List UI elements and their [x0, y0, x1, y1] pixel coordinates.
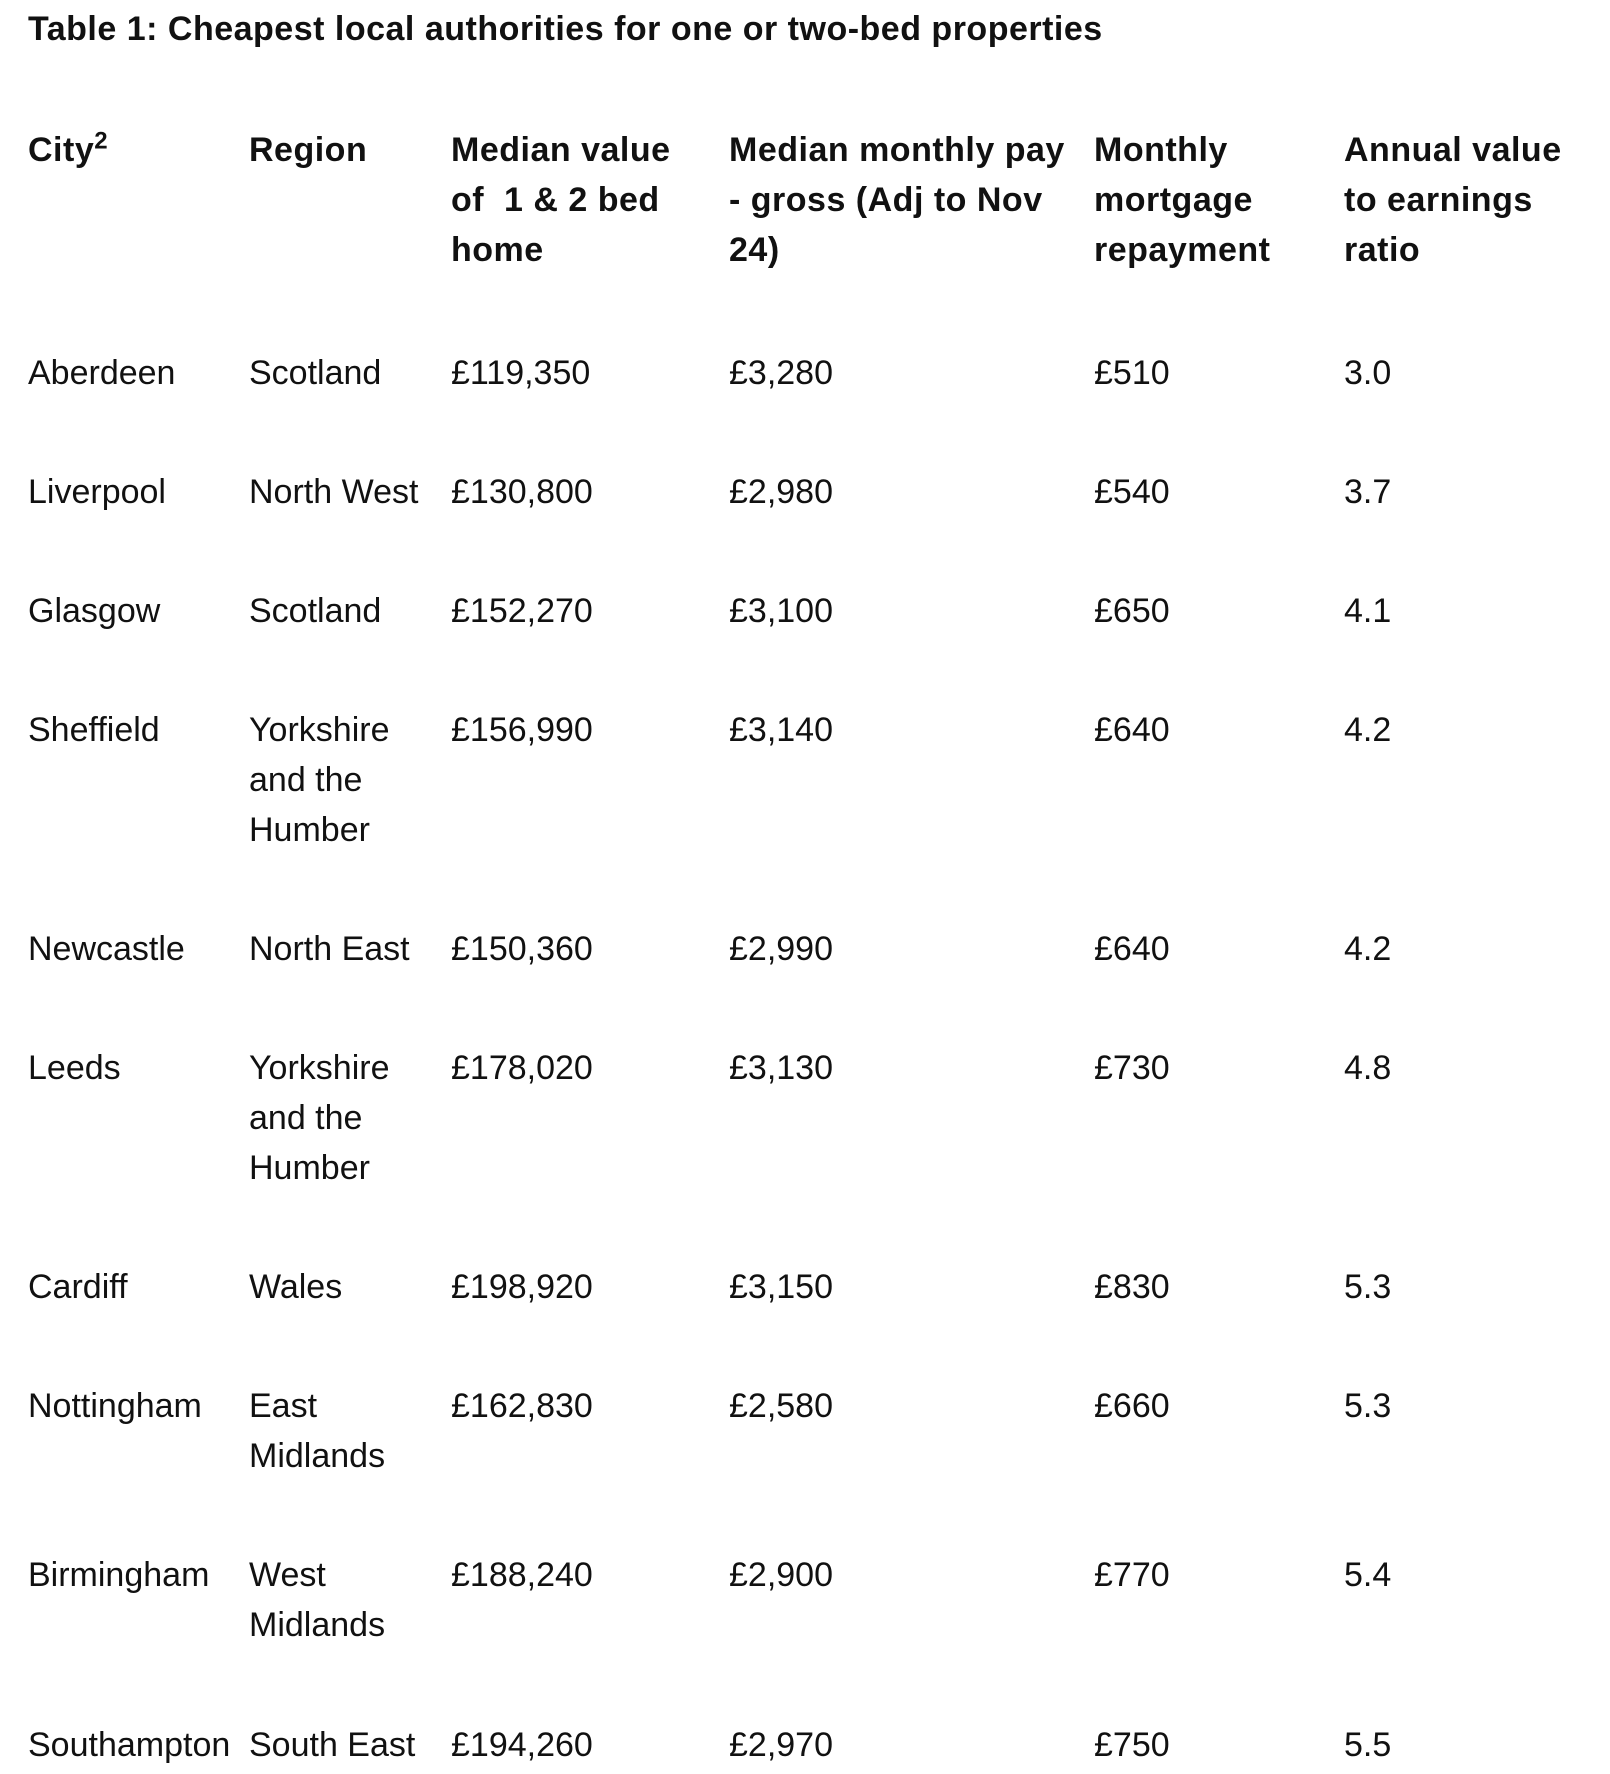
table-cell: £3,130 [729, 1049, 833, 1087]
table-cell: Leeds [28, 1049, 121, 1087]
table-cell: £3,150 [729, 1268, 833, 1306]
table-cell: £540 [1094, 473, 1170, 511]
table-cell: 3.7 [1344, 473, 1392, 511]
table-cell: Southampton [28, 1726, 231, 1764]
table-cell: Sheffield [28, 711, 160, 749]
table-cell: £162,830 [451, 1387, 593, 1425]
header-cell: Annual value to earnings ratio [1344, 125, 1562, 275]
table-cell: £640 [1094, 930, 1170, 968]
header-line: of 1 & 2 bed [451, 181, 660, 219]
table-title: Table 1: Cheapest local authorities for … [28, 10, 1103, 48]
table-cell: £510 [1094, 354, 1170, 392]
table-cell: £3,140 [729, 711, 833, 749]
table-cell: £2,990 [729, 930, 833, 968]
table-cell: £178,020 [451, 1049, 593, 1087]
header-line: City2 [28, 127, 109, 169]
table-cell: £2,580 [729, 1387, 833, 1425]
table-cell: Birmingham [28, 1556, 210, 1594]
table-cell: Yorkshire and the Humber [249, 1049, 390, 1187]
table-cell: Newcastle [28, 930, 185, 968]
table-cell: Yorkshire and the Humber [249, 711, 390, 849]
table-cell: South East [249, 1726, 416, 1764]
header-line: Region [249, 131, 368, 169]
table-cell: 5.3 [1344, 1268, 1392, 1306]
header-line: to earnings [1344, 181, 1533, 219]
table-cell: £3,100 [729, 592, 833, 630]
table-cell: Glasgow [28, 592, 161, 630]
table-cell: 4.2 [1344, 711, 1392, 749]
table-cell: £2,970 [729, 1726, 833, 1764]
table-cell: 4.8 [1344, 1049, 1392, 1087]
header-cell: Region [249, 125, 367, 175]
header-line: Median value [451, 131, 671, 169]
header-superscript: 2 [94, 127, 109, 155]
table-cell: 4.1 [1344, 592, 1392, 630]
table-cell: £150,360 [451, 930, 593, 968]
table-cell: £156,990 [451, 711, 593, 749]
table-cell: £130,800 [451, 473, 593, 511]
table-cell: £640 [1094, 711, 1170, 749]
header-line: Monthly [1094, 131, 1228, 169]
header-line: 24) [729, 231, 780, 269]
table-cell: North East [249, 930, 410, 968]
header-line: - gross (Adj to Nov [729, 181, 1043, 219]
table-cell: West Midlands [249, 1556, 386, 1644]
table-cell: East Midlands [249, 1387, 386, 1475]
table-cell: Nottingham [28, 1387, 202, 1425]
table-cell: Aberdeen [28, 354, 176, 392]
table-cell: £770 [1094, 1556, 1170, 1594]
table-cell: 5.5 [1344, 1726, 1392, 1764]
header-line: Median monthly pay [729, 131, 1065, 169]
header-cell: Median value of 1 & 2 bed home [451, 125, 671, 275]
table-cell: £152,270 [451, 592, 593, 630]
header-line: Annual value [1344, 131, 1562, 169]
header-line: mortgage [1094, 181, 1253, 219]
header-cell: Monthly mortgage repayment [1094, 125, 1270, 275]
table-cell: £2,980 [729, 473, 833, 511]
table-cell: £2,900 [729, 1556, 833, 1594]
table-cell: £830 [1094, 1268, 1170, 1306]
table-cell: 3.0 [1344, 354, 1392, 392]
table-cell: £198,920 [451, 1268, 593, 1306]
table-cell: £194,260 [451, 1726, 593, 1764]
table-cell: 5.4 [1344, 1556, 1392, 1594]
table-cell: £750 [1094, 1726, 1170, 1764]
header-cell: City2 [28, 125, 108, 175]
table-cell: Scotland [249, 354, 382, 392]
table-cell: Scotland [249, 592, 382, 630]
header-line: repayment [1094, 231, 1271, 269]
table-cell: £650 [1094, 592, 1170, 630]
table-cell: £730 [1094, 1049, 1170, 1087]
table-cell: £3,280 [729, 354, 833, 392]
table-cell: Wales [249, 1268, 343, 1306]
table-cell: £119,350 [451, 354, 591, 392]
header-cell: Median monthly pay - gross (Adj to Nov 24) [729, 125, 1065, 275]
table-cell: Liverpool [28, 473, 166, 511]
table-cell: 5.3 [1344, 1387, 1392, 1425]
table-cell: £188,240 [451, 1556, 593, 1594]
table-cell: North West [249, 473, 419, 511]
table-cell: Cardiff [28, 1268, 128, 1306]
header-line: home [451, 231, 544, 269]
table-cell: 4.2 [1344, 930, 1392, 968]
table-cell: £660 [1094, 1387, 1170, 1425]
header-line: ratio [1344, 231, 1421, 269]
